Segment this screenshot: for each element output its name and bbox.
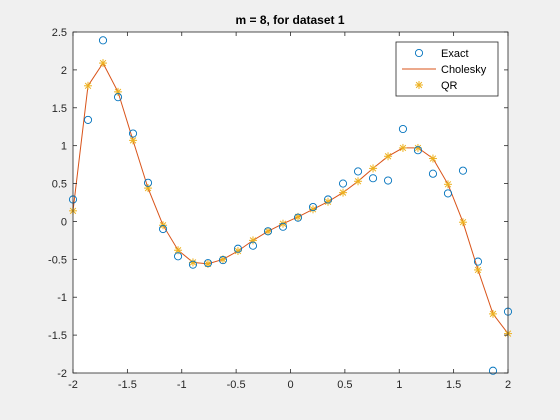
qr-point: [399, 144, 407, 152]
qr-point: [354, 177, 362, 185]
y-tick-label: 0: [61, 216, 67, 228]
legend-label: Cholesky: [441, 64, 487, 76]
y-tick-label: -2: [57, 368, 67, 380]
qr-point: [339, 189, 347, 197]
qr-point: [384, 152, 392, 160]
x-tick-label: 1: [396, 379, 402, 391]
y-tick-label: -0.5: [48, 254, 67, 266]
legend-marker-qr: [415, 81, 423, 89]
x-tick-label: 1.5: [446, 379, 461, 391]
qr-point: [429, 155, 437, 163]
y-tick-label: 2.5: [52, 27, 67, 39]
qr-point: [99, 59, 107, 67]
x-tick-label: 0: [287, 379, 293, 391]
x-tick-label: -0.5: [227, 379, 246, 391]
legend-label: Exact: [441, 48, 469, 60]
qr-point: [279, 220, 287, 228]
qr-point: [84, 82, 92, 90]
qr-point: [369, 164, 377, 172]
y-tick-label: -1: [57, 292, 67, 304]
legend: Exact Cholesky QR: [396, 42, 498, 96]
y-tick-label: 0.5: [52, 179, 67, 191]
y-tick-label: 2: [61, 65, 67, 77]
legend-label: QR: [441, 80, 458, 92]
x-tick-label: 0.5: [337, 379, 352, 391]
qr-point: [459, 218, 467, 226]
x-tick-label: 2: [505, 379, 511, 391]
y-tick-label: 1.5: [52, 103, 67, 115]
y-tick-label: -1.5: [48, 330, 67, 342]
x-tick-label: -1.5: [118, 379, 137, 391]
x-tick-label: -1: [177, 379, 187, 391]
qr-point: [474, 266, 482, 274]
y-tick-label: 1: [61, 141, 67, 153]
chart-title: m = 8, for dataset 1: [235, 13, 344, 27]
x-tick-label: -2: [68, 379, 78, 391]
qr-point: [444, 180, 452, 188]
qr-point: [489, 310, 497, 318]
